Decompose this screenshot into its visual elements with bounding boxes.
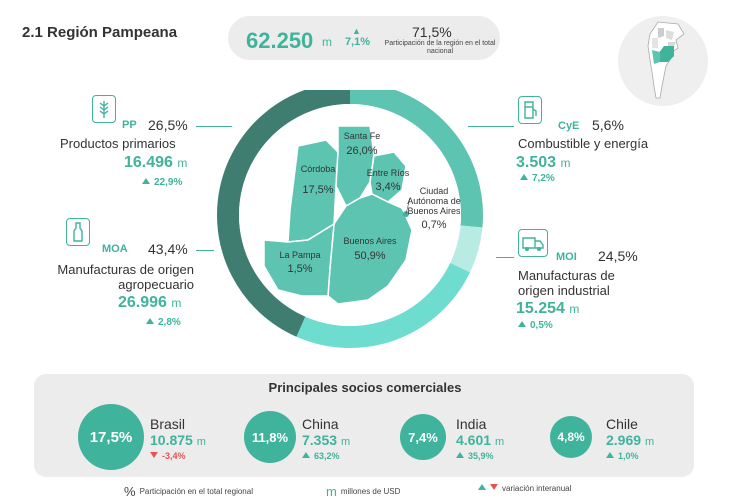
argentina-map-icon — [647, 21, 685, 99]
sector-var-cye: 7,2% — [520, 173, 555, 184]
province-pct-santa-fe: 26,0% — [346, 145, 378, 157]
sector-label-cye: Combustible y energía — [518, 136, 649, 151]
partner-name-india: India — [456, 416, 487, 432]
map-caba-leader — [405, 197, 411, 215]
partner-share-circle-china: 11,8% — [244, 411, 296, 463]
legend-percentage: % Participación en el total regional — [124, 484, 253, 499]
partner-share-circle-brasil: 17,5% — [78, 404, 144, 470]
province-pct-buenos-aires: 50,9% — [354, 250, 386, 262]
up-arrow-icon — [302, 452, 310, 458]
donut-segment-moa — [217, 90, 351, 337]
up-arrow-icon — [520, 174, 528, 180]
sector-value-moa: 26.996 m — [118, 294, 182, 311]
truck-icon — [518, 229, 548, 257]
sector-code-moi: MOI — [556, 251, 577, 263]
sector-label-moa: Manufacturas de origen agropecuario — [57, 262, 194, 292]
province-name-entre-rios: Entre Ríos — [366, 168, 410, 178]
up-arrow-icon — [142, 178, 150, 184]
sector-label-pp: Productos primarios — [60, 136, 176, 151]
sector-code-moa: MOA — [102, 243, 128, 255]
partner-var-china: 63,2% — [302, 451, 340, 461]
province-pct-la-pampa: 1,5% — [287, 263, 313, 275]
partner-var-chile: 1,0% — [606, 451, 639, 461]
donut-segment-moi — [296, 262, 470, 348]
up-arrow-icon — [478, 484, 486, 490]
sector-value-moi: 15.254 m — [516, 300, 580, 317]
sector-var-pp: 22,9% — [142, 177, 182, 188]
sector-var-moi: 0,5% — [518, 320, 553, 331]
sector-var-moa: 2,8% — [146, 317, 181, 328]
partner-share-circle-india: 7,4% — [400, 414, 446, 460]
partner-value-china: 7.353 m — [302, 432, 351, 448]
province-name-santa-fe: Santa Fe — [343, 131, 381, 141]
bottle-icon — [66, 218, 90, 246]
partner-value-brasil: 10.875 m — [150, 432, 206, 448]
partner-name-chile: Chile — [606, 416, 638, 432]
leader-line-pp — [196, 126, 232, 127]
province-name-cordoba: Córdoba — [300, 164, 336, 174]
leader-line-moa — [196, 250, 214, 251]
up-arrow-icon — [146, 318, 154, 324]
total-exports-unit: m — [322, 35, 332, 49]
map-entre-rios — [369, 151, 407, 203]
sector-pct-moa: 43,4% — [148, 241, 188, 257]
leader-line-cye — [468, 126, 514, 127]
up-arrow-icon — [518, 321, 526, 327]
total-variation: 7,1% — [345, 36, 371, 48]
down-arrow-icon — [490, 484, 498, 490]
pampeana-region-map — [263, 125, 413, 305]
legend-variation: variación interanual — [478, 484, 571, 493]
sector-label-moi: Manufacturas de origen industrial — [518, 268, 615, 298]
province-pct-cordoba: 17,5% — [302, 184, 334, 196]
sector-code-cye: CyE — [558, 120, 580, 132]
down-arrow-icon — [150, 452, 158, 458]
province-name-buenos-aires: Buenos Aires — [343, 236, 397, 246]
sector-value-cye: 3.503 m — [516, 154, 571, 171]
leader-line-moi — [496, 257, 514, 258]
sector-pct-moi: 24,5% — [598, 248, 638, 264]
donut-segment-cye — [449, 225, 483, 273]
partner-value-chile: 2.969 m — [606, 432, 655, 448]
partner-name-china: China — [302, 416, 339, 432]
regional-share-value: 71,5% — [412, 24, 452, 40]
sector-value-pp: 16.496 m — [124, 154, 188, 171]
province-name-la-pampa: La Pampa — [279, 250, 321, 260]
partner-var-india: 35,9% — [456, 451, 494, 461]
donut-segment-pp — [349, 90, 483, 228]
summary-pill — [228, 16, 500, 60]
province-pct-entre-rios: 3,4% — [375, 181, 401, 193]
legend-millions: m millones de USD — [326, 484, 401, 499]
up-arrow-icon — [606, 452, 614, 458]
sector-code-pp: PP — [122, 119, 137, 131]
partner-name-brasil: Brasil — [150, 416, 186, 432]
up-arrow-icon — [456, 452, 464, 458]
partner-share-circle-chile: 4,8% — [550, 416, 592, 458]
regional-share-label: Participación de la región en el total n… — [384, 40, 496, 55]
sector-pct-cye: 5,6% — [592, 117, 624, 133]
wheat-icon — [92, 95, 116, 123]
up-arrow-icon: ▲ — [352, 26, 361, 36]
fuel-pump-icon — [518, 96, 542, 124]
sector-pct-pp: 26,5% — [148, 117, 188, 133]
province-name-caba: Ciudad Autónoma de Buenos Aires — [407, 186, 461, 216]
partner-value-india: 4.601 m — [456, 432, 505, 448]
total-exports-value: 62.250 — [246, 28, 314, 53]
page-title: 2.1 Región Pampeana — [22, 24, 178, 41]
partner-var-brasil: -3,4% — [150, 451, 186, 461]
trade-partners-title: Principales socios comerciales — [268, 380, 462, 395]
province-pct-caba: 0,7% — [421, 219, 447, 231]
map-la-pampa — [263, 222, 335, 297]
sector-donut-chart — [217, 90, 483, 348]
